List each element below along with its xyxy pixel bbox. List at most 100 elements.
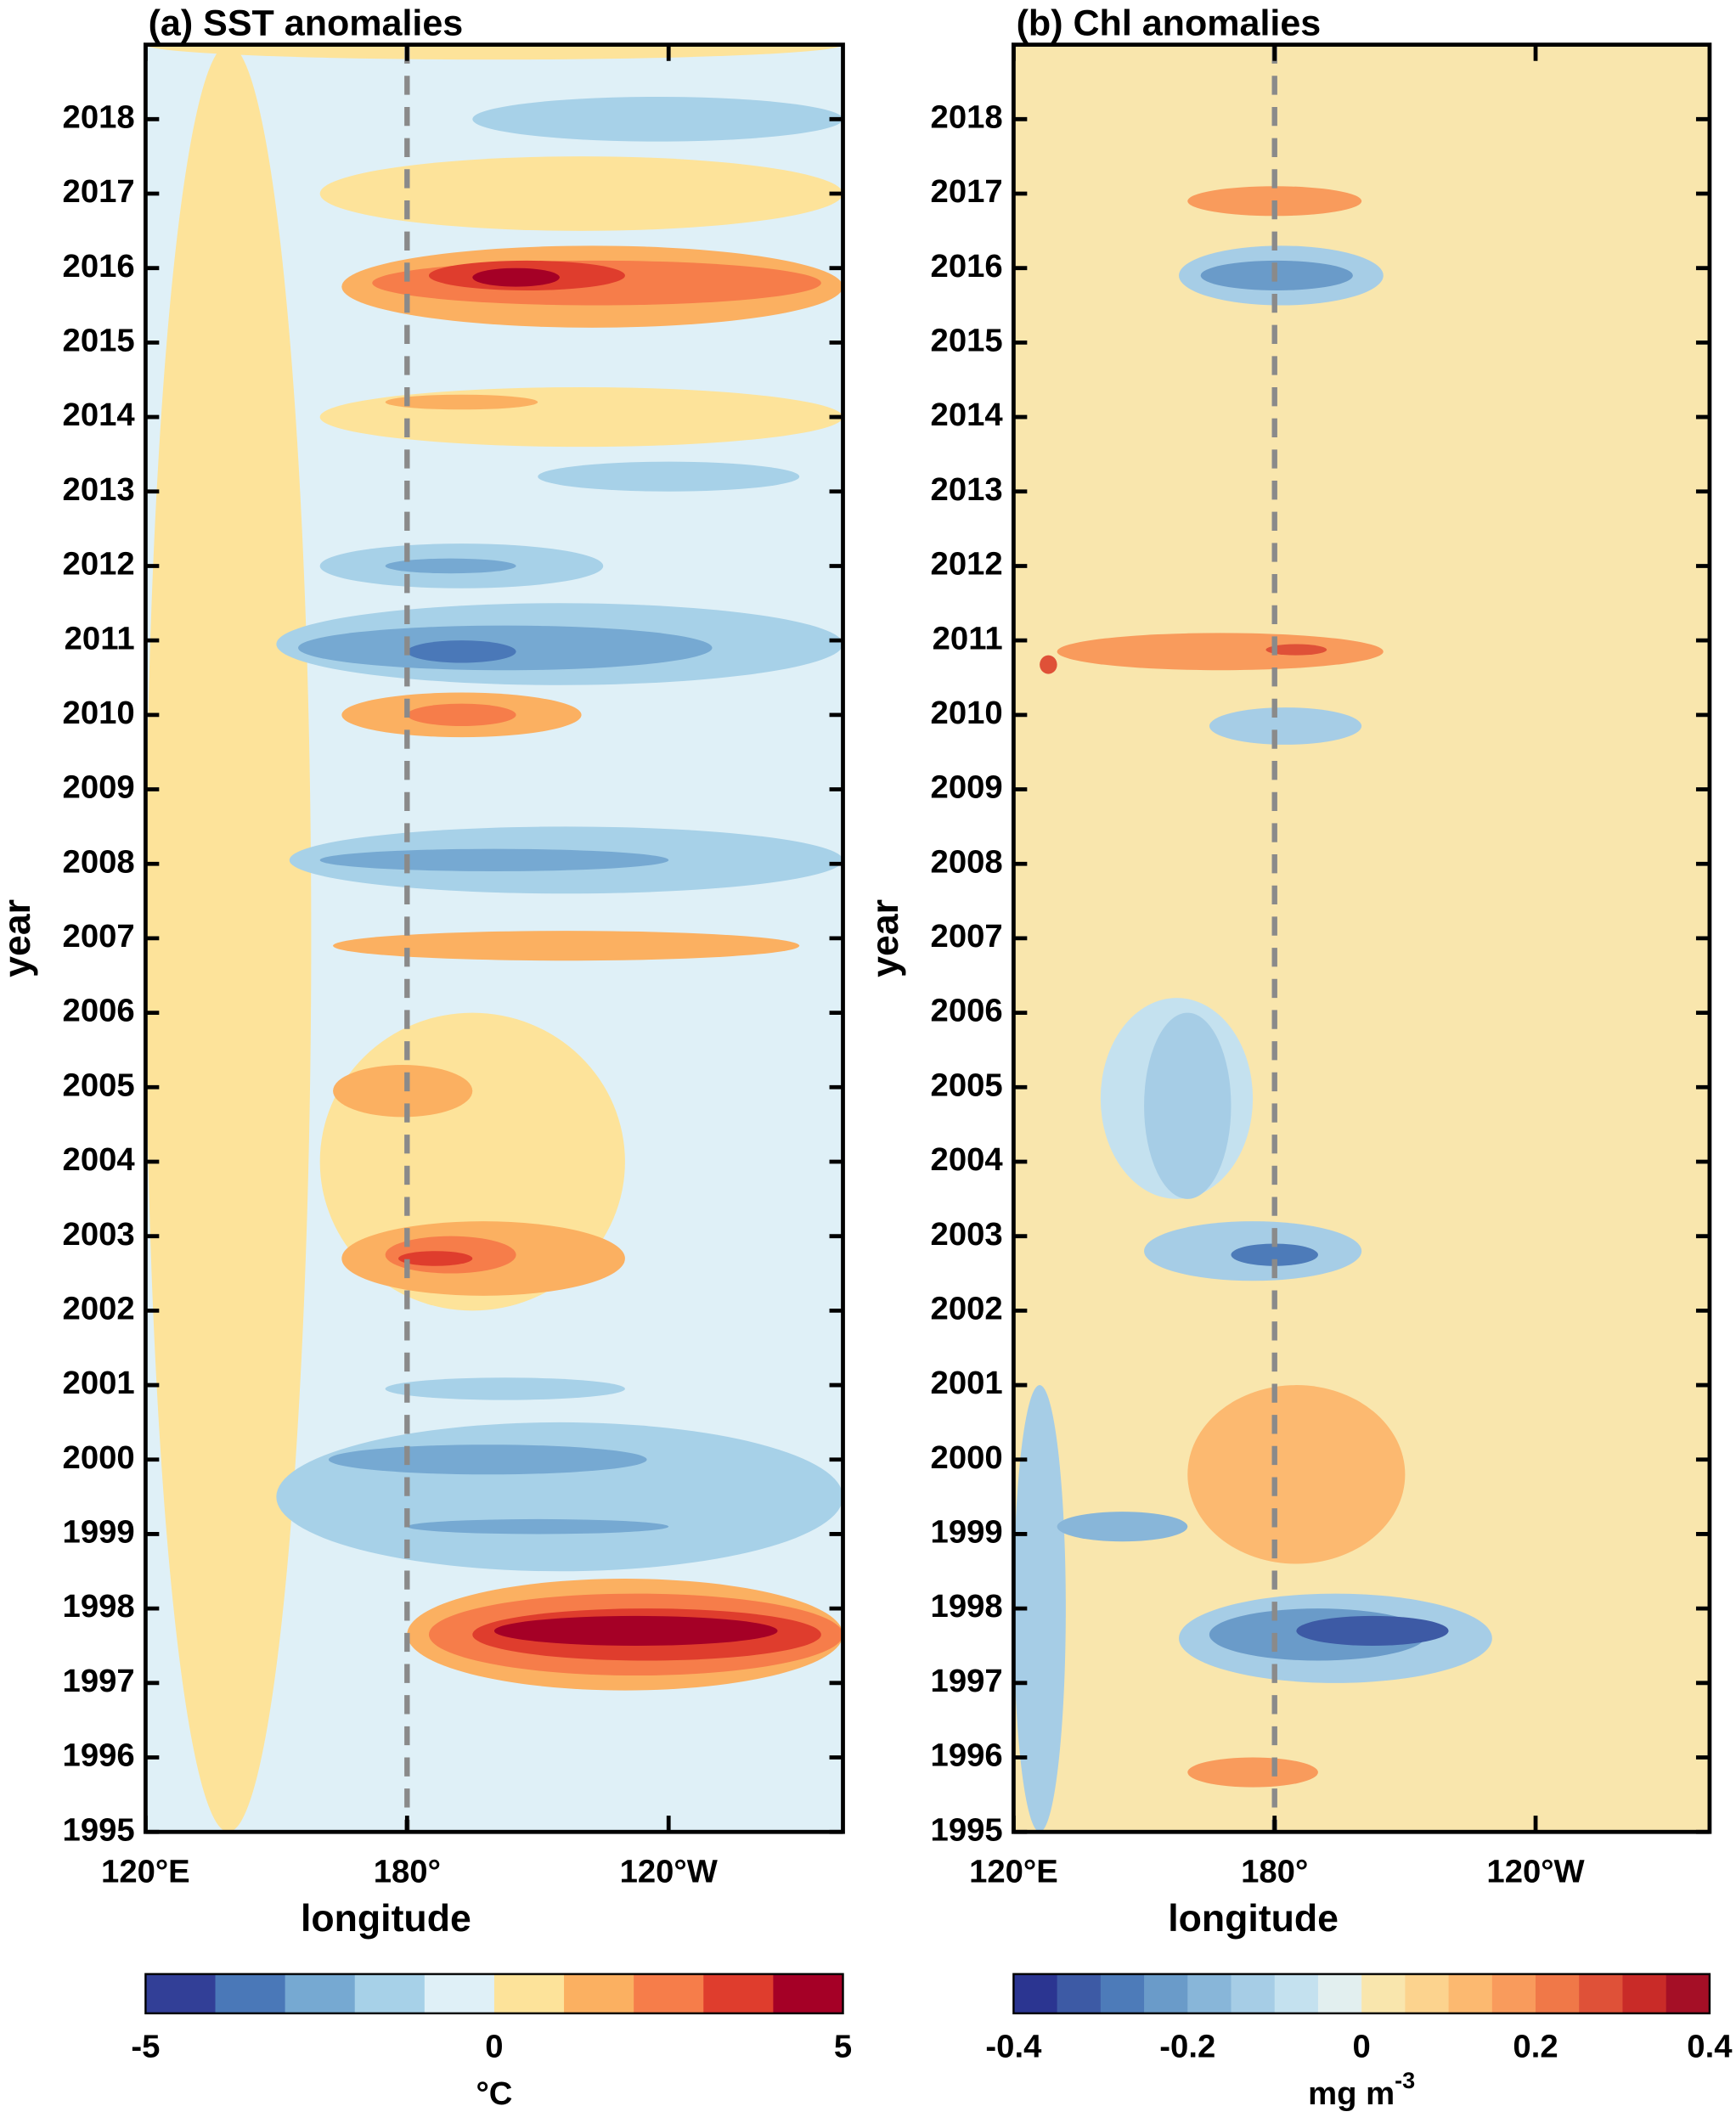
anomaly-patch <box>398 1251 473 1266</box>
plot-area <box>1013 44 1710 1833</box>
colorbar-swatch <box>1100 1974 1145 2013</box>
y-tick-label: 2006 <box>63 993 135 1029</box>
y-tick-label: 2006 <box>931 993 1003 1029</box>
colorbar-swatch <box>424 1974 495 2013</box>
colorbar-swatch <box>1666 1974 1711 2013</box>
x-tick-label: 120°E <box>969 1854 1058 1890</box>
x-axis-label: longitude <box>301 1898 471 1940</box>
chart-title: (b) Chl anomalies <box>1017 3 1322 43</box>
y-tick-label: 2008 <box>931 843 1003 880</box>
y-axis-label: year <box>865 899 906 977</box>
colorbar-tick-label: -0.2 <box>1159 2028 1215 2064</box>
y-tick-label: 1997 <box>63 1663 135 1699</box>
anomaly-patch <box>1057 1512 1188 1542</box>
y-tick-label: 2015 <box>931 322 1003 358</box>
y-tick-label: 2018 <box>931 99 1003 135</box>
y-tick-label: 1997 <box>931 1663 1003 1699</box>
x-tick-label: 120°W <box>620 1854 719 1890</box>
colorbar-swatch <box>1579 1974 1624 2013</box>
y-tick-label: 2005 <box>63 1067 135 1103</box>
y-tick-label: 2010 <box>931 695 1003 731</box>
y-tick-label: 2001 <box>931 1365 1003 1401</box>
colorbar-frame <box>1012 1973 1711 2015</box>
y-tick-label: 2005 <box>931 1067 1003 1103</box>
y-tick-label: 2011 <box>933 620 1003 656</box>
y-tick-label: 2017 <box>931 173 1003 210</box>
anomaly-patch <box>319 387 843 448</box>
anomaly-patch <box>333 1064 473 1118</box>
y-tick-label: 1998 <box>63 1588 135 1625</box>
colorbar-swatch <box>1057 1974 1102 2013</box>
y-tick-label: 2003 <box>931 1216 1003 1253</box>
anomaly-patch <box>1187 1757 1318 1788</box>
anomaly-patch <box>538 461 800 492</box>
y-tick-label: 2000 <box>63 1439 135 1476</box>
anomaly-patch <box>319 156 843 231</box>
colorbar-swatch <box>773 1974 844 2013</box>
colorbar-swatch <box>703 1974 775 2013</box>
y-tick-label: 2014 <box>931 397 1004 433</box>
y-tick-label: 1995 <box>931 1811 1003 1848</box>
y-tick-label: 2014 <box>63 397 136 433</box>
x-tick-label: 120°W <box>1486 1854 1585 1890</box>
colorbar-swatch <box>1405 1974 1450 2013</box>
anomaly-patch <box>385 1377 625 1400</box>
x-tick-label: 120°E <box>101 1854 190 1890</box>
colorbar-tick-label: 0 <box>485 2028 503 2064</box>
colorbar-swatch <box>1622 1974 1667 2013</box>
y-tick-label: 1995 <box>63 1811 135 1848</box>
y-tick-label: 2011 <box>65 620 135 656</box>
colorbar-swatch <box>1274 1974 1319 2013</box>
y-tick-label: 2016 <box>63 248 135 284</box>
y-tick-label: 1999 <box>63 1514 135 1551</box>
anomaly-patch <box>1057 633 1384 671</box>
y-tick-label: 2010 <box>63 695 135 731</box>
y-tick-label: 2007 <box>63 918 135 955</box>
y-tick-label: 2015 <box>63 322 135 358</box>
colorbar-tick-label: -5 <box>131 2028 160 2064</box>
colorbar-label: mg m-3 <box>1308 2067 1415 2112</box>
anomaly-patch <box>276 1422 843 1572</box>
colorbar-swatch <box>145 1974 217 2013</box>
colorbar-tick-label: 0.4 <box>1687 2028 1733 2064</box>
y-tick-label: 1998 <box>931 1588 1003 1625</box>
colorbar-label-sup: -3 <box>1395 2067 1415 2093</box>
y-tick-label: 2001 <box>63 1365 135 1401</box>
anomaly-patch <box>1209 707 1362 745</box>
colorbar-swatch <box>354 1974 426 2013</box>
anomaly-patch <box>1187 1385 1406 1564</box>
x-axis-label: longitude <box>1168 1898 1339 1940</box>
colorbar-frame <box>144 1973 844 2015</box>
y-tick-label: 2016 <box>931 248 1003 284</box>
y-tick-label: 2013 <box>931 471 1003 508</box>
anomaly-patch <box>472 96 843 142</box>
anomaly-patch <box>1296 1615 1449 1646</box>
anomaly-patch <box>333 931 800 961</box>
colorbar-swatch <box>564 1974 634 2013</box>
chart-title: (a) SST anomalies <box>149 3 464 43</box>
y-tick-label: 2009 <box>63 769 135 806</box>
y-tick-label: 2013 <box>63 471 135 508</box>
colorbar-swatch <box>1013 1974 1058 2013</box>
colorbar-swatch <box>1536 1974 1581 2013</box>
anomaly-patch <box>1040 655 1057 674</box>
anomaly-patch <box>1013 1385 1066 1833</box>
colorbar-swatch <box>1144 1974 1189 2013</box>
y-tick-label: 2004 <box>931 1141 1004 1178</box>
anomaly-patch <box>407 1518 669 1535</box>
anomaly-patch <box>472 267 560 287</box>
y-tick-label: 2009 <box>931 769 1003 806</box>
y-tick-label: 2008 <box>63 843 135 880</box>
colorbar-swatch <box>1361 1974 1406 2013</box>
y-tick-label: 2002 <box>63 1290 135 1326</box>
colorbar-swatch <box>285 1974 356 2013</box>
anomaly-patch <box>328 1444 647 1475</box>
anomaly-patch <box>1265 644 1327 656</box>
y-tick-label: 2003 <box>63 1216 135 1253</box>
y-tick-label: 2012 <box>931 546 1003 583</box>
colorbar-swatch <box>215 1974 286 2013</box>
colorbar-tick-label: 5 <box>834 2028 852 2064</box>
y-tick-label: 1999 <box>931 1514 1003 1551</box>
anomaly-patch <box>1231 1243 1318 1266</box>
